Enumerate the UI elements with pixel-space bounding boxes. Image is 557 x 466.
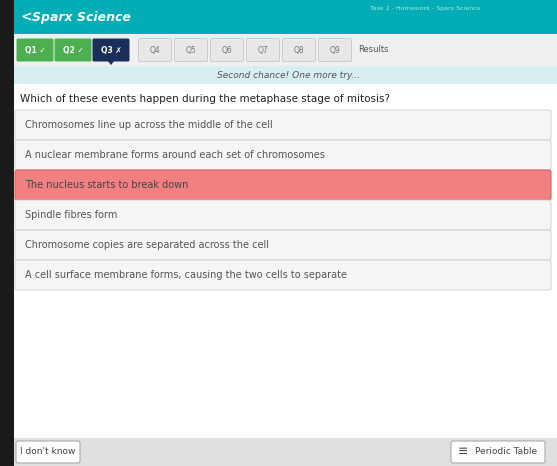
Polygon shape xyxy=(107,60,115,65)
Text: Q9: Q9 xyxy=(330,46,340,55)
FancyBboxPatch shape xyxy=(92,39,129,62)
FancyBboxPatch shape xyxy=(15,140,551,170)
Bar xyxy=(14,34,557,66)
Text: Q6: Q6 xyxy=(222,46,232,55)
Text: Q5: Q5 xyxy=(185,46,197,55)
FancyBboxPatch shape xyxy=(15,260,551,290)
Bar xyxy=(14,438,557,466)
FancyBboxPatch shape xyxy=(16,441,80,463)
Text: <: < xyxy=(20,10,32,24)
Bar xyxy=(0,0,14,466)
FancyBboxPatch shape xyxy=(247,39,280,62)
Text: The nucleus starts to break down: The nucleus starts to break down xyxy=(25,180,188,190)
Bar xyxy=(14,84,557,438)
FancyBboxPatch shape xyxy=(282,39,315,62)
FancyBboxPatch shape xyxy=(15,230,551,260)
Text: Q7: Q7 xyxy=(258,46,268,55)
Text: Q2 ✓: Q2 ✓ xyxy=(62,46,84,55)
Text: Chromosome copies are separated across the cell: Chromosome copies are separated across t… xyxy=(25,240,269,250)
Text: I don't know: I don't know xyxy=(20,447,76,457)
FancyBboxPatch shape xyxy=(319,39,351,62)
Text: Q4: Q4 xyxy=(150,46,160,55)
Text: Sparx Science: Sparx Science xyxy=(32,11,131,23)
Text: Second chance! One more try...: Second chance! One more try... xyxy=(217,70,360,80)
Text: Q3 ✗: Q3 ✗ xyxy=(101,46,121,55)
FancyBboxPatch shape xyxy=(15,110,551,140)
FancyBboxPatch shape xyxy=(451,441,545,463)
Text: Periodic Table: Periodic Table xyxy=(475,447,537,457)
Bar xyxy=(14,0,557,34)
FancyBboxPatch shape xyxy=(15,170,551,200)
Text: A nuclear membrane forms around each set of chromosomes: A nuclear membrane forms around each set… xyxy=(25,150,325,160)
FancyBboxPatch shape xyxy=(55,39,91,62)
Text: Q8: Q8 xyxy=(294,46,304,55)
Text: Spindle fibres form: Spindle fibres form xyxy=(25,210,118,220)
Text: Which of these events happen during the metaphase stage of mitosis?: Which of these events happen during the … xyxy=(20,94,390,104)
Text: A cell surface membrane forms, causing the two cells to separate: A cell surface membrane forms, causing t… xyxy=(25,270,347,280)
Text: ≡: ≡ xyxy=(458,445,468,459)
FancyBboxPatch shape xyxy=(15,200,551,230)
Text: Chromosomes line up across the middle of the cell: Chromosomes line up across the middle of… xyxy=(25,120,273,130)
FancyBboxPatch shape xyxy=(174,39,208,62)
Text: Q1 ✓: Q1 ✓ xyxy=(25,46,45,55)
Text: Task 2 - Homework - Sparx Science: Task 2 - Homework - Sparx Science xyxy=(370,6,481,11)
Bar xyxy=(14,66,557,84)
FancyBboxPatch shape xyxy=(211,39,243,62)
FancyBboxPatch shape xyxy=(17,39,53,62)
Text: Results: Results xyxy=(358,46,388,55)
FancyBboxPatch shape xyxy=(139,39,172,62)
